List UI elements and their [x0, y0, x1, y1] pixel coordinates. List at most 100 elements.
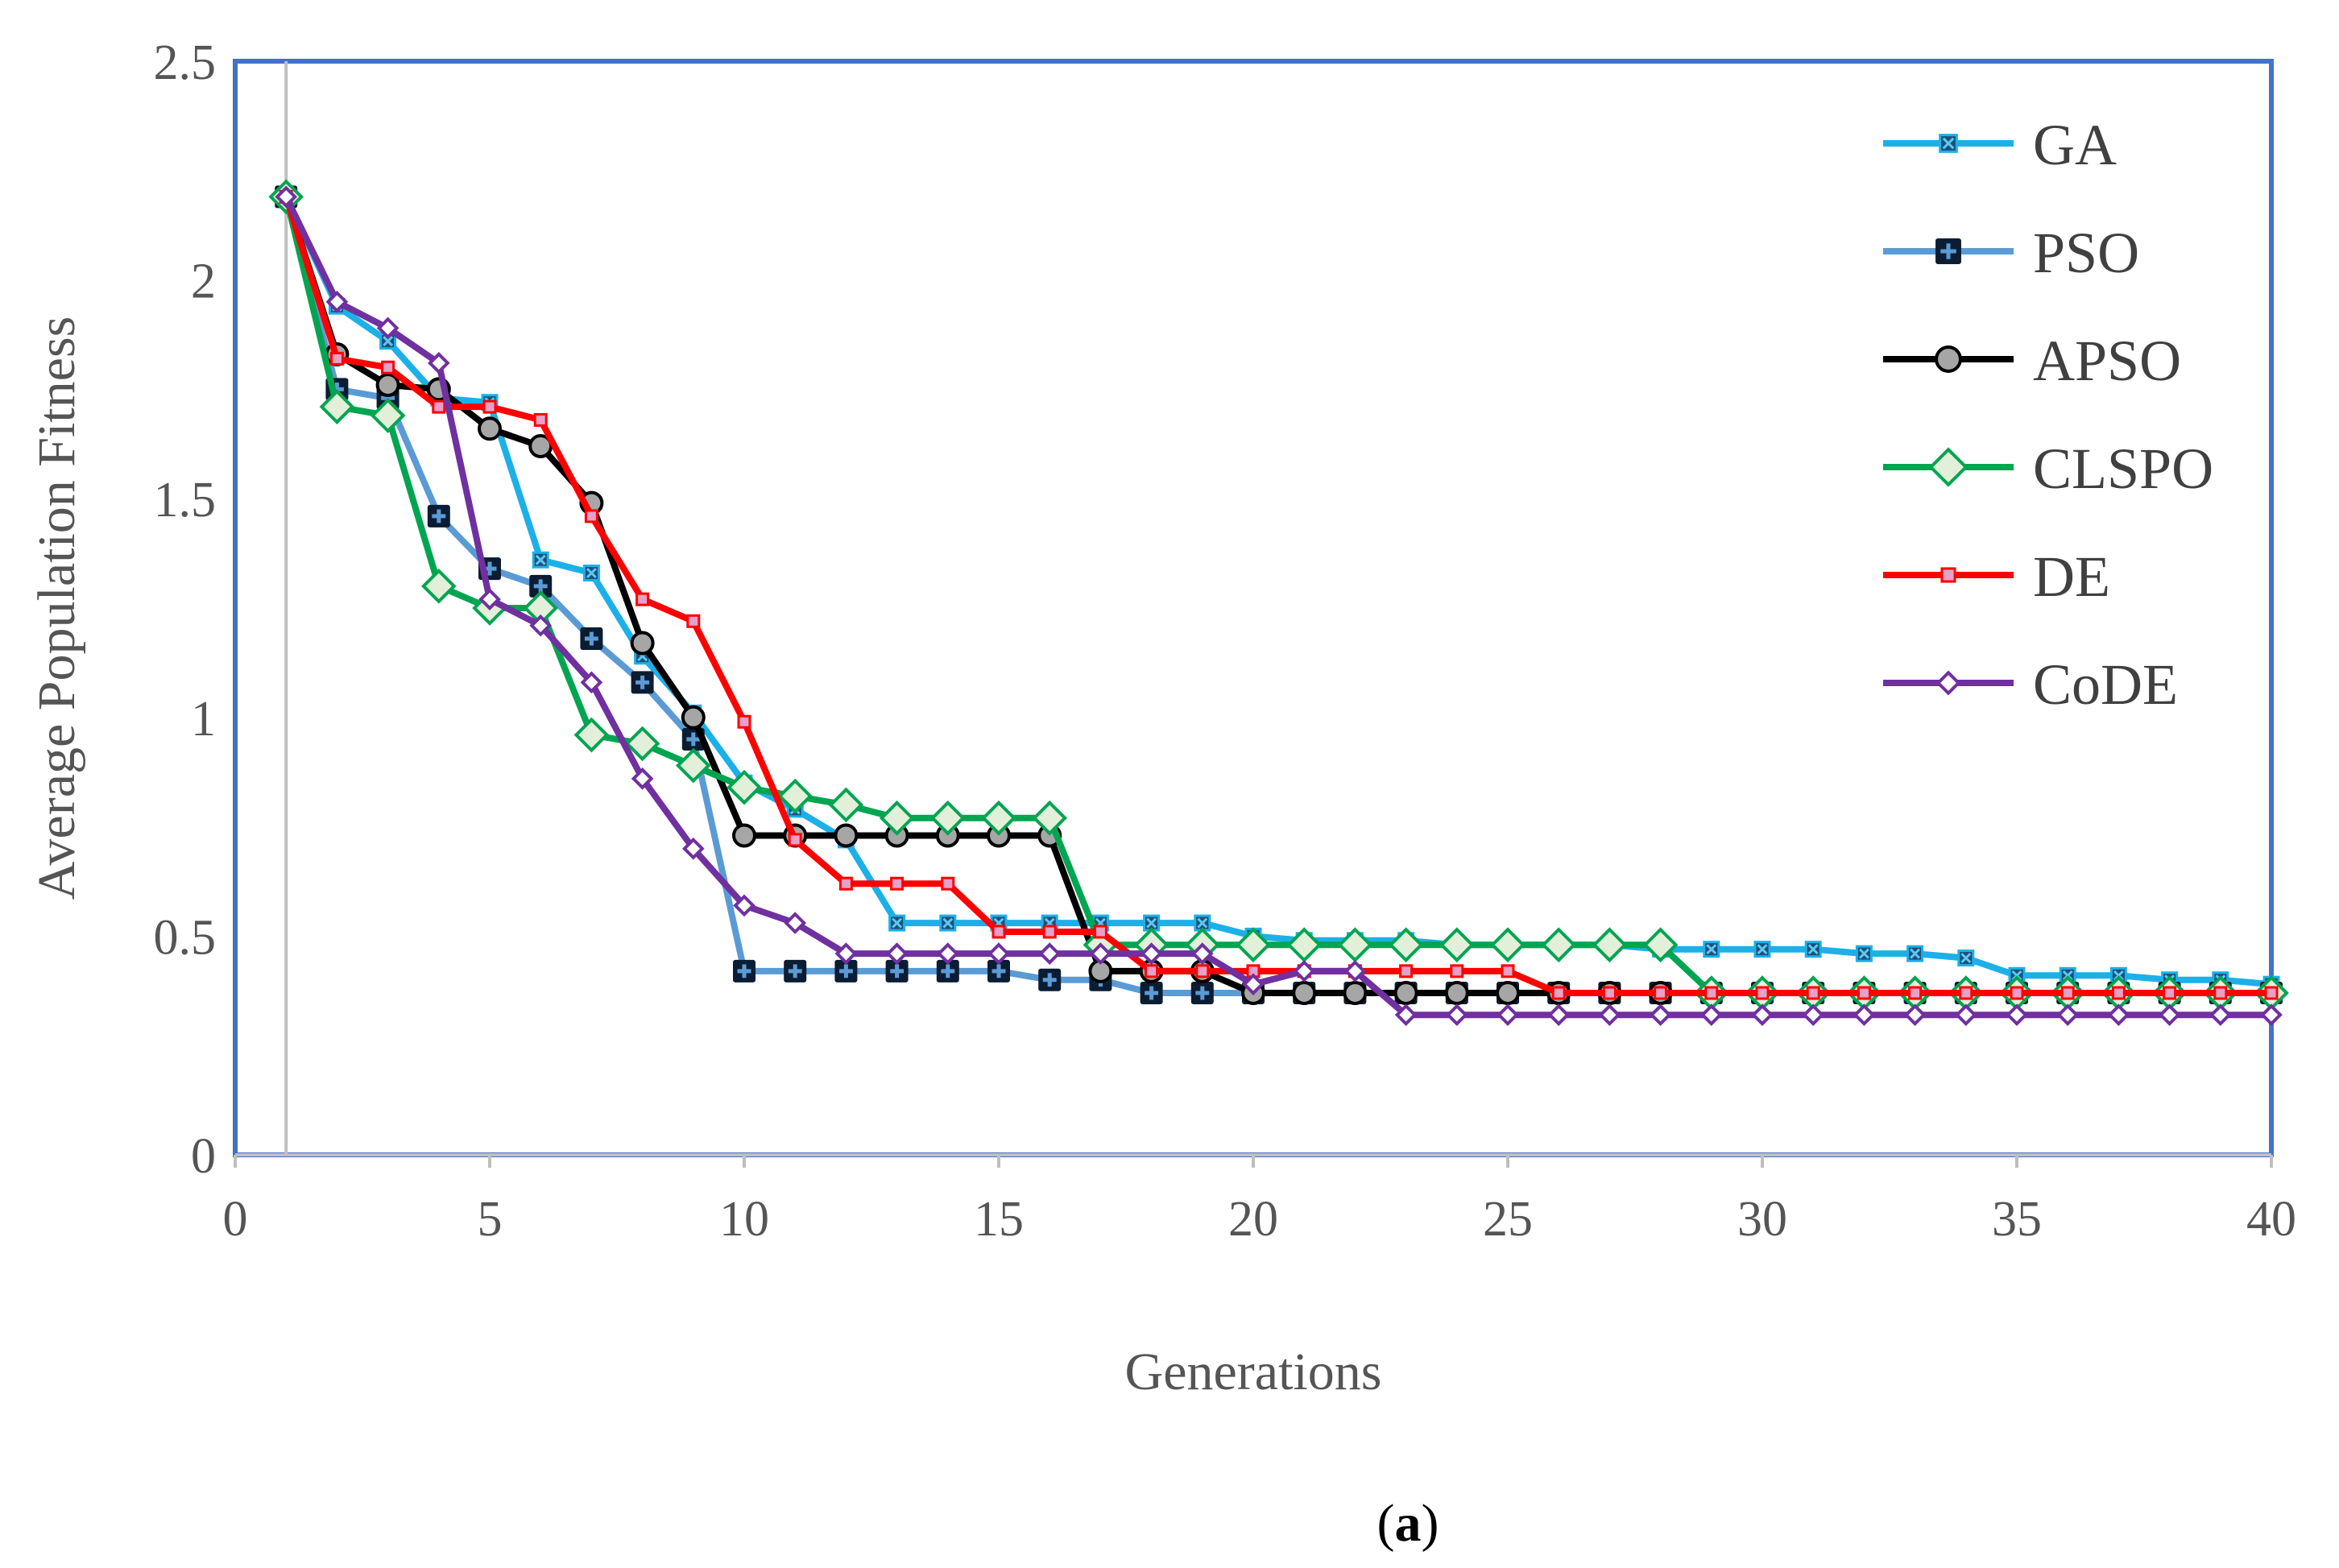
data-point-code	[580, 671, 603, 694]
data-point-de	[890, 876, 905, 891]
series-ga	[277, 188, 2280, 993]
legend-marker	[1940, 567, 1956, 583]
data-point-ga	[1703, 941, 1720, 958]
data-point-clspo	[1032, 800, 1068, 836]
data-point-pso	[784, 959, 807, 983]
data-point-pso	[733, 959, 756, 983]
data-point-code	[1547, 1003, 1571, 1027]
data-point-code	[987, 942, 1010, 965]
data-point-de	[2213, 986, 2228, 1000]
x-tick-label: 35	[1992, 1192, 2042, 1247]
legend-marker	[1935, 345, 1962, 373]
data-point-de	[432, 399, 446, 414]
data-point-clspo	[1642, 927, 1679, 963]
data-point-ga	[1855, 945, 1873, 962]
legend: GA PSO APSO CLSPO DE CoDE	[1883, 113, 2213, 717]
data-point-code	[1954, 1003, 1977, 1027]
x-tick-label: 10	[719, 1192, 769, 1247]
series-clspo	[268, 179, 2289, 1011]
data-point-clspo	[828, 787, 864, 823]
data-point-code	[275, 185, 298, 209]
data-point-clspo	[1388, 927, 1424, 963]
data-point-de	[1959, 986, 1973, 1000]
data-point-pso	[1190, 982, 1214, 1005]
data-point-code	[1445, 1003, 1468, 1027]
data-point-de	[686, 614, 701, 628]
x-tick-label: 0	[223, 1192, 248, 1247]
data-point-code	[1293, 960, 1316, 983]
data-point-code	[1802, 1003, 1825, 1027]
data-point-clspo	[319, 389, 355, 424]
data-point-clspo	[1337, 927, 1373, 963]
data-point-code	[427, 351, 450, 374]
y-tick-label: 0	[191, 1129, 216, 1184]
data-point-de	[1195, 964, 1210, 978]
series-de	[279, 189, 2279, 1000]
data-point-code	[376, 316, 399, 340]
y-tick-label: 1	[191, 692, 216, 747]
legend-item-code: CoDE	[1883, 652, 2178, 717]
data-point-apso	[1393, 981, 1418, 1006]
data-point-de	[941, 876, 955, 891]
x-tick-label: 30	[1737, 1192, 1787, 1247]
data-point-pso	[1038, 968, 1062, 991]
series-line-clspo	[283, 196, 2271, 996]
data-point-clspo	[929, 800, 966, 836]
data-point-clspo	[879, 800, 915, 836]
y-tick-label: 0.5	[154, 910, 217, 965]
data-point-ga	[532, 551, 549, 569]
data-point-code	[1190, 942, 1214, 965]
data-point-de	[2163, 986, 2177, 1000]
axes: 0 5 10 15 20 25 30 35 40 0 0.5 1 1.5 2 2.5	[154, 35, 2297, 1247]
series-line-apso	[283, 196, 2271, 996]
data-point-de	[2010, 986, 2024, 1000]
data-point-apso	[478, 416, 502, 441]
data-point-apso	[732, 823, 756, 848]
caption-open-paren: (	[1377, 1494, 1395, 1553]
data-point-code	[1853, 1003, 1876, 1027]
data-point-ga	[1957, 949, 1975, 967]
data-point-code	[2260, 1003, 2283, 1027]
data-point-code	[2006, 1003, 2028, 1027]
data-point-clspo	[1592, 927, 1628, 963]
data-point-de	[1654, 986, 1668, 1000]
legend-label: PSO	[2033, 221, 2139, 285]
data-point-code	[1598, 1003, 1621, 1027]
data-point-de	[838, 876, 853, 891]
data-point-code	[1242, 973, 1265, 995]
data-point-de	[1857, 986, 1871, 1000]
data-point-apso	[1343, 981, 1368, 1006]
data-point-de	[1602, 986, 1617, 1000]
data-point-ga	[582, 565, 600, 582]
data-point-de	[1450, 964, 1464, 978]
data-point-code	[1394, 1003, 1418, 1027]
x-axis-title: Generations	[1125, 1343, 1382, 1401]
data-point-clspo	[420, 569, 457, 604]
legend-marker	[1935, 238, 1961, 264]
data-point-de	[2111, 986, 2126, 1000]
y-tick-label: 2.5	[154, 35, 217, 90]
caption-close-paren: )	[1422, 1494, 1439, 1553]
data-point-code	[1699, 1003, 1723, 1027]
data-point-ga	[1753, 941, 1771, 958]
data-point-code	[936, 942, 959, 965]
data-point-de	[1704, 986, 1719, 1000]
data-point-code	[1497, 1003, 1519, 1027]
data-point-code	[529, 614, 553, 637]
data-point-de	[788, 833, 802, 847]
data-point-clspo	[675, 747, 711, 784]
legend-marker	[1939, 134, 1958, 153]
legend-item-de: DE	[1883, 544, 2110, 609]
data-point-clspo	[624, 726, 660, 762]
data-point-apso	[681, 705, 706, 730]
series-pso	[275, 185, 2283, 1005]
legend-label: APSO	[2033, 329, 2181, 393]
legend-label: CLSPO	[2033, 436, 2213, 501]
legend-item-clspo: CLSPO	[1883, 436, 2213, 501]
x-tick-label: 15	[974, 1192, 1024, 1247]
data-point-apso	[1496, 981, 1520, 1006]
data-point-de	[1806, 986, 1820, 1000]
data-point-de	[737, 714, 751, 729]
legend-label: CoDE	[2033, 652, 2178, 717]
